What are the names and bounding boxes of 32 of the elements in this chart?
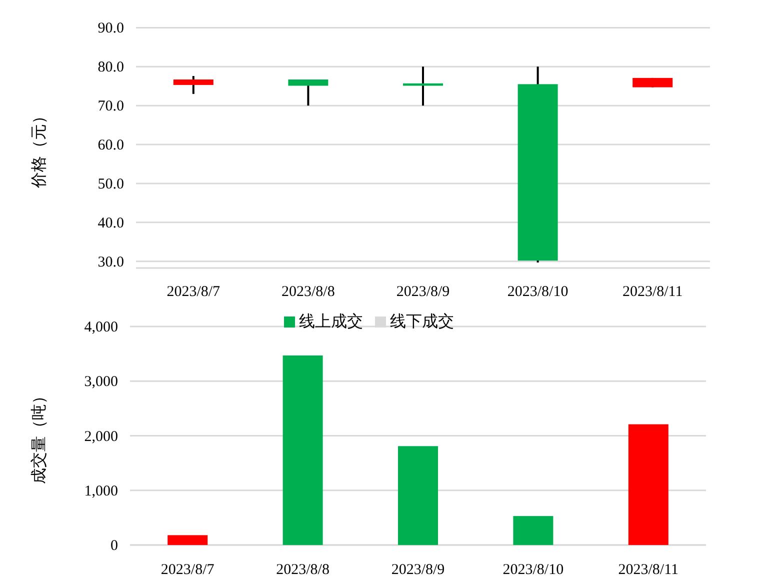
x-tick-label: 2023/8/9 (396, 284, 450, 300)
x-tick-label: 2023/8/11 (618, 562, 679, 578)
bar (513, 516, 554, 545)
y-tick-label: 2,000 (84, 428, 118, 445)
bar (628, 424, 668, 545)
bar (168, 535, 208, 545)
y-tick-label: 3,000 (84, 374, 118, 390)
x-tick-label: 2023/8/8 (276, 562, 330, 578)
x-tick-label: 2023/8/10 (507, 284, 568, 300)
y-tick-label: 0 (110, 538, 118, 554)
y-tick-label: 60.0 (98, 138, 124, 154)
y-tick-label: 4,000 (84, 320, 118, 336)
x-tick-label: 2023/8/7 (160, 562, 215, 578)
x-tick-label: 2023/8/11 (622, 284, 683, 300)
y-axis-title: 价格（元） (31, 108, 48, 189)
y-tick-label: 50.0 (98, 176, 124, 192)
y-axis-title: 成交量（吨） (30, 388, 48, 484)
y-tick-label: 30.0 (98, 254, 124, 270)
x-tick-label: 2023/8/9 (391, 562, 445, 578)
candlestick (173, 74, 214, 95)
x-tick-label: 2023/8/10 (502, 562, 564, 578)
legend-label: 线上成交 (299, 312, 363, 330)
bar (398, 446, 438, 545)
y-tick-label: 1,000 (84, 483, 118, 500)
bar (282, 355, 323, 545)
x-tick-label: 2023/8/7 (166, 284, 221, 300)
legend-label: 线下成交 (390, 312, 454, 330)
y-tick-label: 40.0 (98, 215, 124, 232)
x-tick-label: 2023/8/8 (282, 284, 335, 300)
y-tick-label: 70.0 (98, 98, 124, 115)
y-tick-label: 80.0 (98, 60, 124, 76)
y-tick-label: 90.0 (98, 20, 124, 37)
